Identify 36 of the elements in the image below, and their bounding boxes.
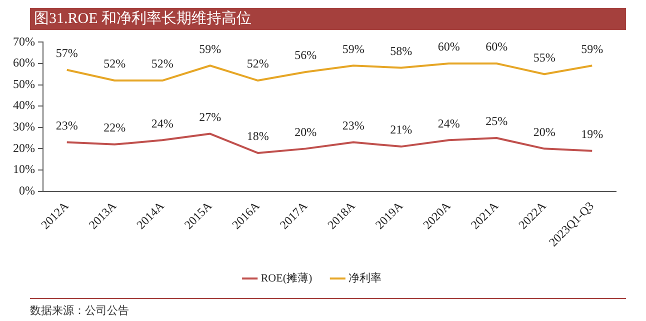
- data-label: 59%: [581, 42, 604, 56]
- data-label: 23%: [342, 118, 364, 132]
- data-label: 25%: [486, 114, 508, 128]
- legend-label: ROE(摊薄): [260, 271, 312, 284]
- data-label: 24%: [438, 116, 460, 130]
- data-label: 59%: [199, 42, 222, 56]
- y-tick-label: 40%: [12, 98, 35, 112]
- y-tick-label: 30%: [12, 120, 35, 134]
- y-tick-label: 0%: [18, 183, 35, 198]
- data-label: 60%: [438, 40, 460, 54]
- y-tick-label: 20%: [12, 140, 35, 155]
- data-label: 57%: [56, 46, 78, 60]
- data-label: 60%: [486, 40, 508, 54]
- y-tick-label: 70%: [12, 34, 35, 48]
- data-label: 22%: [104, 120, 126, 135]
- data-label: 52%: [104, 56, 126, 71]
- data-label: 24%: [151, 116, 174, 130]
- data-label: 55%: [533, 50, 556, 64]
- data-label: 52%: [246, 56, 269, 71]
- data-label: 52%: [151, 56, 174, 71]
- data-label: 18%: [246, 129, 269, 144]
- chart-title: 图31.ROE 和净利率长期维持高位: [30, 8, 626, 30]
- data-label: 23%: [56, 118, 78, 132]
- data-label: 27%: [199, 110, 222, 124]
- data-label: 21%: [390, 122, 412, 137]
- y-tick-label: 10%: [12, 162, 35, 176]
- source-note: 数据来源：公司公告: [30, 298, 626, 318]
- y-tick-label: 50%: [12, 76, 35, 91]
- data-label: 20%: [533, 124, 556, 139]
- data-label: 58%: [390, 44, 412, 58]
- data-label: 59%: [342, 42, 364, 56]
- data-label: 19%: [581, 126, 604, 141]
- legend-label: 净利率: [348, 271, 382, 284]
- data-label: 20%: [294, 124, 317, 139]
- y-tick-label: 60%: [12, 56, 35, 70]
- data-label: 56%: [294, 48, 317, 62]
